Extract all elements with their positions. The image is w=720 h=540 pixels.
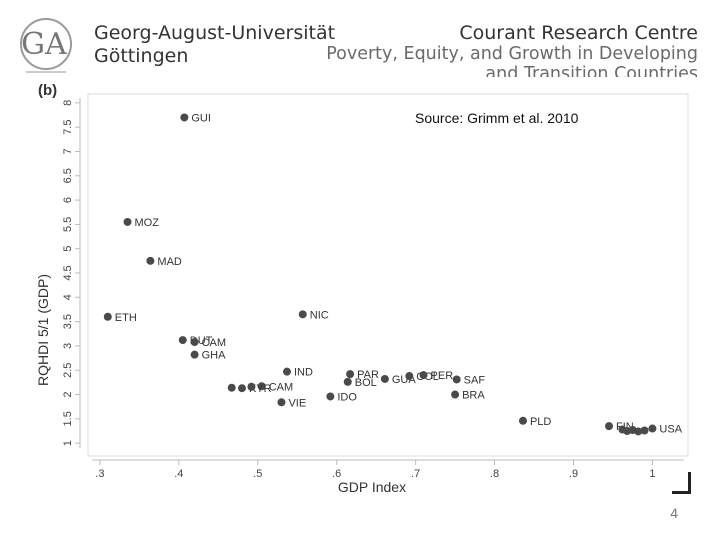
data-point bbox=[518, 416, 527, 425]
data-point-label: CAM bbox=[269, 381, 293, 393]
data-point-label: BOL bbox=[355, 377, 377, 389]
centre-name-line: Poverty, Equity, and Growth in Developin… bbox=[326, 44, 698, 64]
data-point bbox=[180, 113, 189, 122]
source-note: Source: Grimm et al. 2010 bbox=[415, 110, 579, 126]
data-point-label: BRA bbox=[462, 390, 485, 402]
data-point-label: PER bbox=[431, 370, 454, 382]
data-point-label: SAF bbox=[464, 374, 486, 386]
data-point bbox=[380, 374, 389, 383]
data-point bbox=[605, 422, 614, 431]
data-point bbox=[123, 217, 132, 226]
university-name-line: Georg-August-Universität bbox=[94, 22, 336, 44]
data-point bbox=[326, 392, 335, 401]
data-point bbox=[648, 424, 657, 433]
corner-bracket bbox=[688, 472, 691, 492]
data-point-label: USA bbox=[659, 424, 682, 436]
data-point bbox=[146, 256, 155, 265]
data-point bbox=[190, 338, 199, 347]
data-point-label: IDO bbox=[337, 391, 357, 403]
data-point-label: VIE bbox=[288, 397, 306, 409]
data-point bbox=[257, 382, 266, 391]
y-tick-label: 3 bbox=[62, 343, 74, 349]
data-point bbox=[282, 367, 291, 376]
y-tick-label: 7 bbox=[62, 148, 74, 154]
data-point bbox=[227, 383, 236, 392]
data-point bbox=[190, 350, 199, 359]
source-note-background bbox=[405, 106, 635, 128]
x-tick-label: .5 bbox=[253, 468, 262, 480]
x-tick-label: .9 bbox=[569, 468, 578, 480]
university-logo-icon: GA bbox=[20, 18, 72, 73]
x-tick-label: .7 bbox=[411, 468, 420, 480]
data-point bbox=[103, 312, 112, 321]
y-tick-label: 3.5 bbox=[62, 314, 74, 329]
data-point bbox=[178, 336, 187, 345]
panel-label: (b) bbox=[38, 82, 57, 99]
x-axis-title: GDP Index bbox=[338, 479, 406, 495]
data-point bbox=[298, 310, 307, 319]
y-tick-label: 5.5 bbox=[62, 217, 74, 232]
x-tick-label: .4 bbox=[174, 468, 183, 480]
research-centre-name: Courant Research Centre Poverty, Equity,… bbox=[326, 22, 698, 77]
data-point bbox=[452, 375, 461, 384]
slide-header: GA Georg-August-Universität Göttingen Co… bbox=[0, 0, 720, 84]
x-tick-label: .3 bbox=[95, 468, 104, 480]
plot-frame bbox=[87, 93, 689, 457]
data-point bbox=[343, 377, 352, 386]
university-name-line: Göttingen bbox=[94, 45, 189, 67]
data-point bbox=[346, 370, 355, 379]
y-tick-label: 2.5 bbox=[62, 363, 74, 378]
corner-bracket bbox=[672, 491, 691, 494]
y-axis-title: RQHDI 5/1 (GDP) bbox=[35, 274, 51, 386]
data-point-label: NIC bbox=[310, 309, 329, 321]
y-tick-label: 6 bbox=[62, 197, 74, 203]
y-tick-label: 2 bbox=[62, 391, 74, 397]
data-point bbox=[237, 384, 246, 393]
data-point-label: ETH bbox=[115, 312, 137, 324]
data-point-label: GHA bbox=[202, 350, 227, 362]
x-tick-label: .6 bbox=[332, 468, 341, 480]
y-tick-label: 8 bbox=[62, 100, 74, 106]
y-tick-label: 5 bbox=[62, 246, 74, 252]
data-point-label: MOZ bbox=[135, 217, 160, 229]
data-point-label: CAM bbox=[202, 337, 226, 349]
page-number: 4 bbox=[670, 505, 678, 521]
y-tick-label: 4 bbox=[62, 294, 74, 300]
scatter-chart: (b) 1 1.5 2 2.5 3 3.5 4 4.5 5 5.5 6 6.5 7 7.5 8 .3 .4 .5.… bbox=[35, 82, 689, 495]
y-tick-label: 7.5 bbox=[62, 120, 74, 135]
data-point bbox=[451, 390, 460, 399]
centre-name-line: and Transition Countries bbox=[485, 64, 698, 77]
svg-text:GA: GA bbox=[21, 27, 67, 62]
x-tick-label: .8 bbox=[490, 468, 499, 480]
data-point bbox=[247, 382, 256, 391]
data-point-label: PAR bbox=[357, 369, 379, 381]
data-point-label: GUI bbox=[191, 112, 211, 124]
centre-name-line: Courant Research Centre bbox=[459, 22, 698, 44]
x-tick-label: 1 bbox=[649, 468, 655, 480]
data-point bbox=[419, 371, 428, 380]
data-point bbox=[277, 398, 286, 407]
y-tick-label: 6.5 bbox=[62, 168, 74, 183]
data-point-label: IND bbox=[294, 367, 313, 379]
data-point bbox=[640, 426, 649, 435]
data-point-label: MAD bbox=[157, 256, 182, 268]
data-point bbox=[405, 372, 414, 381]
y-tick-label: 1 bbox=[62, 440, 74, 446]
y-tick-label: 1.5 bbox=[62, 411, 74, 426]
data-point-label: PLD bbox=[530, 416, 551, 428]
y-tick-label: 4.5 bbox=[62, 265, 74, 280]
university-name: Georg-August-Universität Göttingen bbox=[94, 22, 335, 68]
data-point bbox=[634, 427, 643, 436]
